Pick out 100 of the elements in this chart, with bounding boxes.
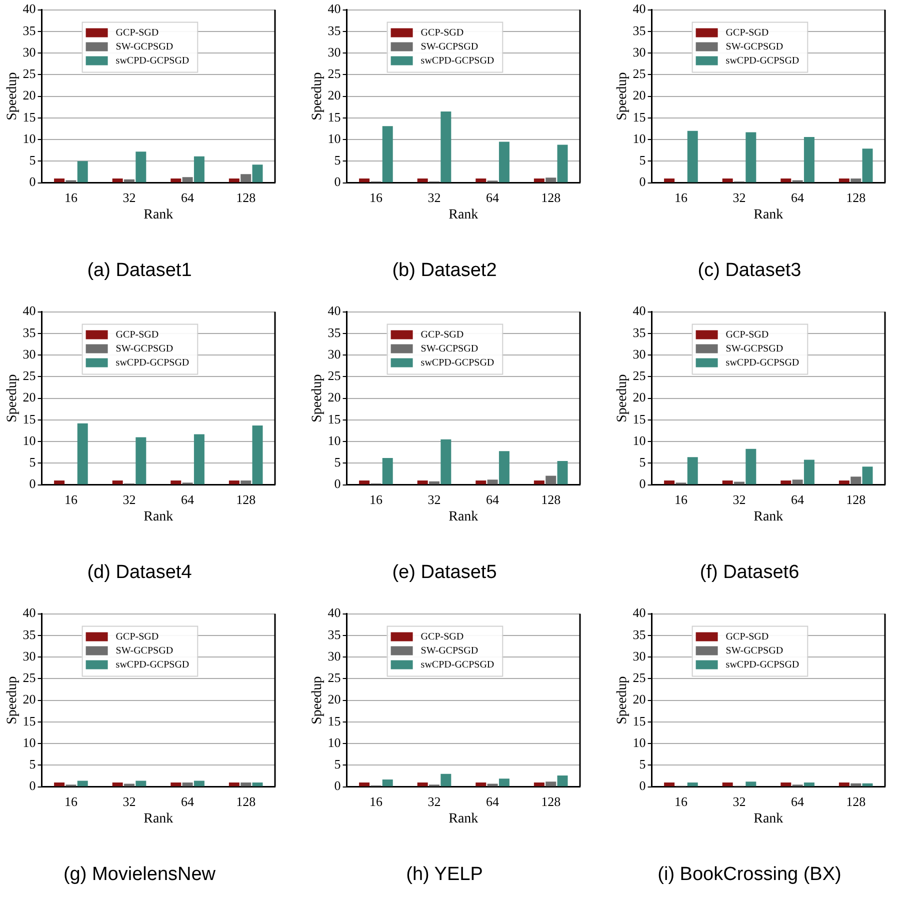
y-tick-label: 20 [22, 692, 36, 707]
y-axis-title: Speedup [310, 72, 326, 120]
bar [850, 178, 862, 182]
y-tick-label: 40 [632, 605, 646, 620]
bar [170, 178, 182, 182]
legend-label: swCPD-GCPSGD [420, 659, 494, 670]
bar [546, 782, 556, 786]
bar [487, 480, 498, 484]
legend-label: GCP-SGD [726, 329, 769, 340]
x-tick-label: 64 [181, 492, 195, 508]
x-tick-label: 128 [541, 492, 561, 508]
bar [780, 480, 792, 484]
bar [112, 178, 123, 182]
bar [252, 164, 263, 182]
bar [804, 460, 814, 484]
x-tick-label: 128 [236, 190, 256, 206]
y-tick-label: 15 [328, 411, 341, 426]
y-tick-label: 5 [29, 454, 36, 470]
legend-label: SW-GCPSGD [726, 343, 784, 354]
bar [687, 130, 698, 182]
bar [359, 480, 370, 484]
bar [687, 457, 698, 484]
bar [862, 148, 873, 182]
y-tick-label: 0 [639, 174, 646, 190]
x-tick-label: 128 [846, 794, 866, 810]
x-tick-label: 64 [181, 190, 195, 206]
bar [182, 177, 193, 182]
bar [228, 178, 240, 182]
y-tick-label: 30 [632, 44, 646, 60]
y-tick-label: 25 [328, 66, 341, 82]
y-tick-label: 10 [328, 130, 341, 146]
y-tick-label: 15 [328, 109, 341, 124]
y-tick-label: 35 [328, 626, 341, 642]
y-tick-label: 35 [632, 626, 646, 642]
legend-label: SW-GCPSGD [420, 41, 478, 52]
x-tick-label: 32 [122, 492, 136, 508]
y-tick-label: 5 [334, 756, 341, 772]
x-tick-label: 64 [486, 190, 500, 206]
text: (d) Dataset4 [87, 562, 192, 583]
bar [862, 466, 873, 484]
x-axis-title: Rank [448, 509, 478, 524]
x-axis-title: Rank [754, 509, 784, 524]
bar [534, 782, 544, 786]
x-tick-label: 32 [732, 794, 746, 810]
bar [722, 480, 733, 484]
legend-label: GCP-SGD [116, 631, 159, 642]
y-tick-label: 5 [639, 152, 646, 168]
y-tick-label: 30 [22, 648, 36, 664]
legend-label: swCPD-GCPSGD [116, 55, 190, 66]
x-axis-title: Rank [144, 509, 174, 524]
text: (e) Dataset5 [392, 562, 497, 583]
bar [476, 480, 486, 484]
legend-label: swCPD-GCPSGD [116, 357, 190, 368]
x-tick-label: 32 [732, 492, 746, 508]
x-tick-label: 128 [541, 190, 561, 206]
bar [546, 178, 556, 182]
y-tick-label: 25 [632, 670, 646, 686]
y-tick-label: 10 [328, 432, 341, 448]
bar [722, 178, 733, 182]
legend-label: GCP-SGD [420, 27, 464, 38]
y-tick-label: 10 [22, 130, 36, 146]
bar [136, 437, 146, 484]
bar [498, 451, 510, 484]
bar [838, 480, 850, 484]
y-tick-label: 35 [328, 324, 341, 340]
bar [557, 461, 568, 484]
y-tick-label: 40 [328, 605, 341, 620]
y-tick-label: 40 [632, 303, 646, 318]
x-axis-title: Rank [448, 207, 478, 222]
x-axis-title: Rank [754, 207, 784, 222]
bar [557, 776, 568, 786]
x-axis-title: Rank [144, 207, 174, 222]
bar [534, 178, 544, 182]
y-tick-label: 5 [29, 756, 36, 772]
legend-label: swCPD-GCPSGD [420, 357, 494, 368]
y-axis-title: Speedup [310, 676, 326, 724]
bar [546, 476, 556, 484]
bar [170, 480, 182, 484]
y-tick-label: 10 [328, 734, 341, 750]
x-tick-label: 64 [791, 794, 805, 810]
bar [498, 778, 510, 786]
y-tick-label: 15 [632, 411, 646, 426]
bar [440, 774, 452, 786]
text: (c) Dataset3 [698, 260, 802, 281]
y-tick-label: 35 [22, 22, 36, 38]
y-tick-label: 25 [22, 66, 36, 82]
y-tick-label: 40 [328, 303, 341, 318]
y-tick-label: 5 [334, 152, 341, 168]
y-tick-label: 10 [632, 432, 646, 448]
y-tick-label: 15 [22, 411, 36, 426]
y-tick-label: 0 [29, 174, 36, 190]
y-tick-label: 15 [632, 713, 646, 728]
y-tick-label: 30 [328, 648, 341, 664]
legend-label: GCP-SGD [420, 631, 464, 642]
x-tick-label: 16 [64, 190, 78, 206]
y-axis-title: Speedup [5, 72, 20, 120]
bar [734, 482, 744, 484]
x-tick-label: 16 [674, 794, 688, 810]
bar [77, 423, 88, 484]
x-tick-label: 64 [486, 492, 500, 508]
